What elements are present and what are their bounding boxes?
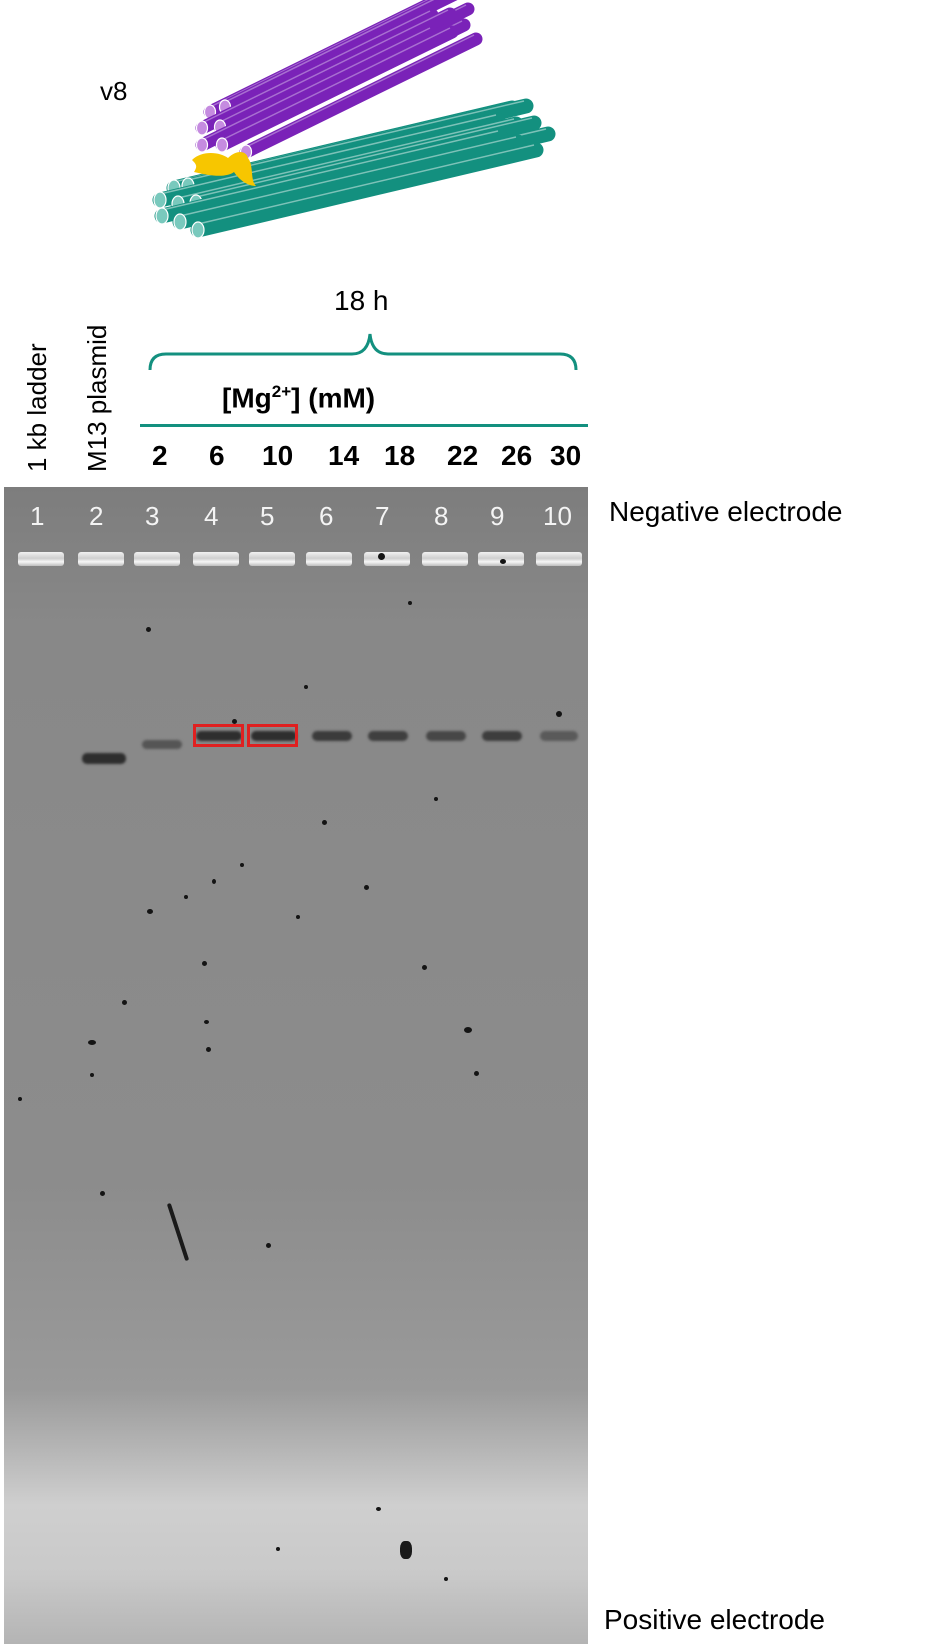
lane-number: 2 [89,501,104,531]
origami-band [196,731,242,741]
lane-number: 10 [543,501,572,531]
lane-number: 9 [490,501,505,531]
dust-speck [204,1020,209,1024]
dust-speck [296,915,300,919]
dust-speck [378,553,385,560]
gel-well [364,552,410,566]
dust-speck [500,559,506,564]
connector-shape [192,152,256,186]
lane-number: 7 [375,501,390,531]
gel-well [134,552,180,566]
gel-well [306,552,352,566]
lane-number: 5 [260,501,275,531]
lane-number: 8 [434,501,449,531]
negative-electrode-label: Negative electrode [609,496,843,527]
lane-number: 4 [204,501,219,531]
dust-speck [322,820,327,825]
dust-speck [122,1000,127,1005]
conc-label: 10 [262,440,294,471]
gel-well [536,552,582,566]
origami-band [540,731,578,741]
dust-speck [434,797,438,801]
conc-label: 18 [384,440,416,471]
dust-speck [408,601,412,605]
gel-well [422,552,468,566]
origami-band [312,731,352,741]
origami-band [426,731,466,741]
condition-bracket [148,333,578,371]
mg-underline [140,424,588,427]
dust-speck [400,1541,412,1559]
conc-label: 26 [501,440,533,471]
lane-number: 6 [319,501,334,531]
dust-speck [364,885,369,890]
gel-well [78,552,124,566]
dust-speck [212,879,216,884]
dust-speck [202,961,207,966]
time-label: 18 h [334,285,389,316]
dust-speck [464,1027,472,1033]
gel-well [193,552,239,566]
dust-speck [444,1577,448,1581]
dust-speck [232,719,237,724]
dust-speck [276,1547,280,1551]
origami-diagram [150,0,570,250]
conc-label: 2 [152,440,168,471]
mg-label: [Mg2+] (mM) [222,382,376,414]
dust-speck [90,1073,94,1077]
origami-band [368,731,408,741]
dust-speck [556,711,562,717]
gel-image: 1 2 3 4 5 6 7 8 9 10 [4,487,588,1644]
dust-speck [184,895,188,899]
conc-label: 6 [209,440,225,471]
dust-speck [100,1191,105,1196]
lane-number: 1 [30,501,45,531]
conc-label: 22 [447,440,479,471]
dust-speck [206,1047,211,1052]
conc-label: 14 [328,440,360,471]
gel-well [249,552,295,566]
conc-label: 30 [550,440,582,471]
origami-band [482,731,522,741]
lane-header-ladder: 1 kb ladder [22,343,52,472]
dust-speck [240,863,244,867]
origami-band [142,740,182,749]
positive-electrode-label: Positive electrode [604,1604,826,1635]
highlight-box-lane-4 [193,724,244,747]
gel-well [18,552,64,566]
dust-speck [266,1243,271,1248]
dust-speck [146,627,151,632]
dust-speck [88,1040,96,1045]
dust-speck [18,1097,22,1101]
version-label: v8 [100,76,128,106]
dust-speck [147,909,153,914]
lane-header-plasmid: M13 plasmid [82,324,112,472]
dust-speck [474,1071,479,1076]
gel-scratch [166,1202,190,1262]
plasmid-band [82,753,126,764]
origami-band [251,731,297,741]
lane-number: 3 [145,501,160,531]
dust-speck [376,1507,381,1511]
highlight-box-lane-5 [247,724,298,747]
dust-speck [422,965,427,970]
dust-speck [304,685,308,689]
